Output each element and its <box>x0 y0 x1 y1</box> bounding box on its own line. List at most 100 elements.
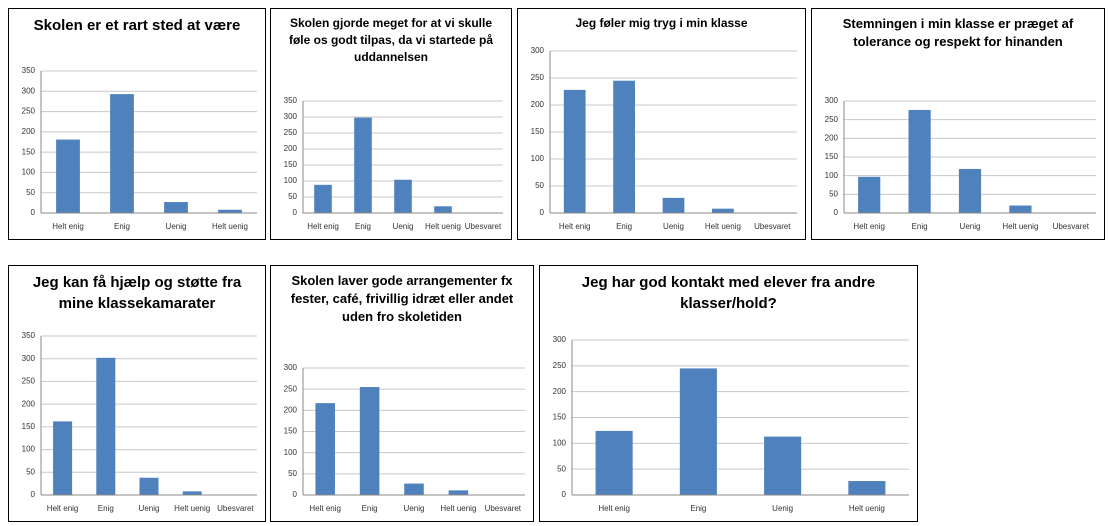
chart-panel: Jeg føler mig tryg i min klasse 0 50 100 150… <box>517 8 806 240</box>
bar <box>563 89 586 213</box>
x-tick-label: Uenig <box>772 504 793 513</box>
x-tick-label: Helt enig <box>853 222 885 231</box>
y-tick-label: 200 <box>284 405 298 414</box>
x-tick-label: Enig <box>690 504 706 513</box>
y-tick-label: 50 <box>535 181 544 190</box>
y-tick-label: 250 <box>284 384 298 393</box>
y-tick-label: 250 <box>531 73 545 82</box>
bar <box>394 179 412 213</box>
plot: 0 50 100 150 200 250 300 350 Helt enig Enig Uenig H… <box>22 67 257 231</box>
x-tick-label: Helt uenig <box>1002 222 1038 231</box>
bar <box>359 387 380 495</box>
y-tick-label: 50 <box>26 188 35 197</box>
y-tick-label: 300 <box>22 354 36 363</box>
y-tick-label: 250 <box>22 107 36 116</box>
bar <box>315 403 335 495</box>
x-tick-label: Helt enig <box>47 504 79 513</box>
y-tick-label: 50 <box>288 469 297 478</box>
y-tick-label: 300 <box>553 336 567 344</box>
plot: 0 50 100 150 200 250 300 350 Helt enig Enig Uenig H… <box>284 97 503 231</box>
plot: 0 50 100 150 200 250 300 Helt enig Enig Uenig Helt… <box>825 97 1096 231</box>
bar <box>848 481 886 495</box>
x-tick-label: Uenig <box>393 222 414 231</box>
y-tick-label: 200 <box>825 133 839 142</box>
chart-title: Skolen gjorde meget for at vi skulle føl… <box>288 16 494 64</box>
y-tick-label: 100 <box>284 176 298 185</box>
bar <box>182 491 202 495</box>
y-tick-label: 250 <box>553 361 567 370</box>
y-tick-label: 100 <box>825 171 839 180</box>
x-tick-label: Uenig <box>960 222 981 231</box>
bar <box>662 197 685 213</box>
bar <box>858 176 881 213</box>
chart-panel: Skolen laver gode arrangementer fx feste… <box>270 265 534 522</box>
x-tick-label: Uenig <box>404 504 425 513</box>
x-tick-label: Helt enig <box>598 504 630 513</box>
x-tick-label: Helt enig <box>307 222 339 231</box>
bar <box>958 168 982 213</box>
y-tick-label: 100 <box>284 448 298 457</box>
y-tick-label: 150 <box>825 152 839 161</box>
bar <box>448 490 469 495</box>
bar <box>679 368 717 495</box>
chart-panel: Jeg har god kontakt med elever fra andre… <box>539 265 918 522</box>
x-tick-label: Helt uenig <box>425 222 461 231</box>
y-tick-label: 100 <box>22 168 36 177</box>
y-tick-label: 150 <box>531 127 545 136</box>
y-tick-label: 100 <box>22 445 36 454</box>
x-tick-label: Ubesvaret <box>485 504 522 513</box>
x-tick-label: Uenig <box>166 222 187 231</box>
bar <box>404 483 424 495</box>
x-tick-label: Enig <box>98 504 114 513</box>
y-tick-label: 350 <box>22 67 36 75</box>
y-tick-label: 150 <box>284 160 298 169</box>
bar <box>53 421 73 495</box>
bar <box>164 202 188 213</box>
y-tick-label: 350 <box>284 97 298 105</box>
y-tick-label: 0 <box>293 208 298 217</box>
y-tick-label: 300 <box>284 112 298 121</box>
x-tick-label: Helt enig <box>52 222 84 231</box>
x-tick-label: Enig <box>355 222 371 231</box>
x-tick-label: Helt uenig <box>849 504 885 513</box>
y-tick-label: 0 <box>31 490 36 499</box>
y-tick-label: 250 <box>284 128 298 137</box>
plot: 0 50 100 150 200 250 300 Helt enig Enig Uenig Helt… <box>531 47 797 231</box>
chart-panel: Stemningen i min klasse er præget af tol… <box>811 8 1105 240</box>
bar <box>613 80 635 213</box>
x-tick-label: Ubesvaret <box>465 222 502 231</box>
x-tick-label: Uenig <box>663 222 684 231</box>
bar <box>764 436 802 495</box>
y-tick-label: 0 <box>293 490 298 499</box>
y-tick-label: 100 <box>531 154 545 163</box>
x-tick-label: Ubesvaret <box>1053 222 1090 231</box>
chart-title: Skolen er et rart sted at være <box>33 17 241 34</box>
x-tick-label: Helt enig <box>309 504 341 513</box>
bar <box>908 109 931 213</box>
x-tick-label: Enig <box>912 222 928 231</box>
bar <box>314 184 332 213</box>
x-tick-label: Helt uenig <box>705 222 741 231</box>
y-tick-label: 300 <box>531 47 545 55</box>
y-tick-label: 250 <box>22 377 36 386</box>
chart-title: Jeg føler mig tryg i min klasse <box>575 16 748 30</box>
chart-title: Jeg har god kontakt med elever fra andre… <box>581 274 876 312</box>
bar <box>354 117 372 213</box>
y-tick-label: 200 <box>22 127 36 136</box>
x-tick-label: Enig <box>616 222 632 231</box>
x-tick-label: Helt uenig <box>212 222 248 231</box>
y-tick-label: 300 <box>284 364 298 372</box>
y-tick-label: 150 <box>22 422 36 431</box>
chart-title: Skolen laver gode arrangementer fx feste… <box>290 273 514 325</box>
plot: 0 50 100 150 200 250 300 Helt enig Enig Uenig Helt… <box>553 336 909 513</box>
y-tick-label: 50 <box>557 464 566 473</box>
chart-panel: Jeg kan få hjælp og støtte fra mine klas… <box>8 265 266 522</box>
bar <box>595 430 633 495</box>
bar <box>712 208 734 213</box>
plot: 0 50 100 150 200 250 300 350 Helt enig Enig Uenig H… <box>22 332 257 513</box>
y-tick-label: 50 <box>288 192 297 201</box>
x-tick-label: Helt uenig <box>440 504 476 513</box>
bar <box>110 94 134 213</box>
y-tick-label: 300 <box>825 97 839 105</box>
